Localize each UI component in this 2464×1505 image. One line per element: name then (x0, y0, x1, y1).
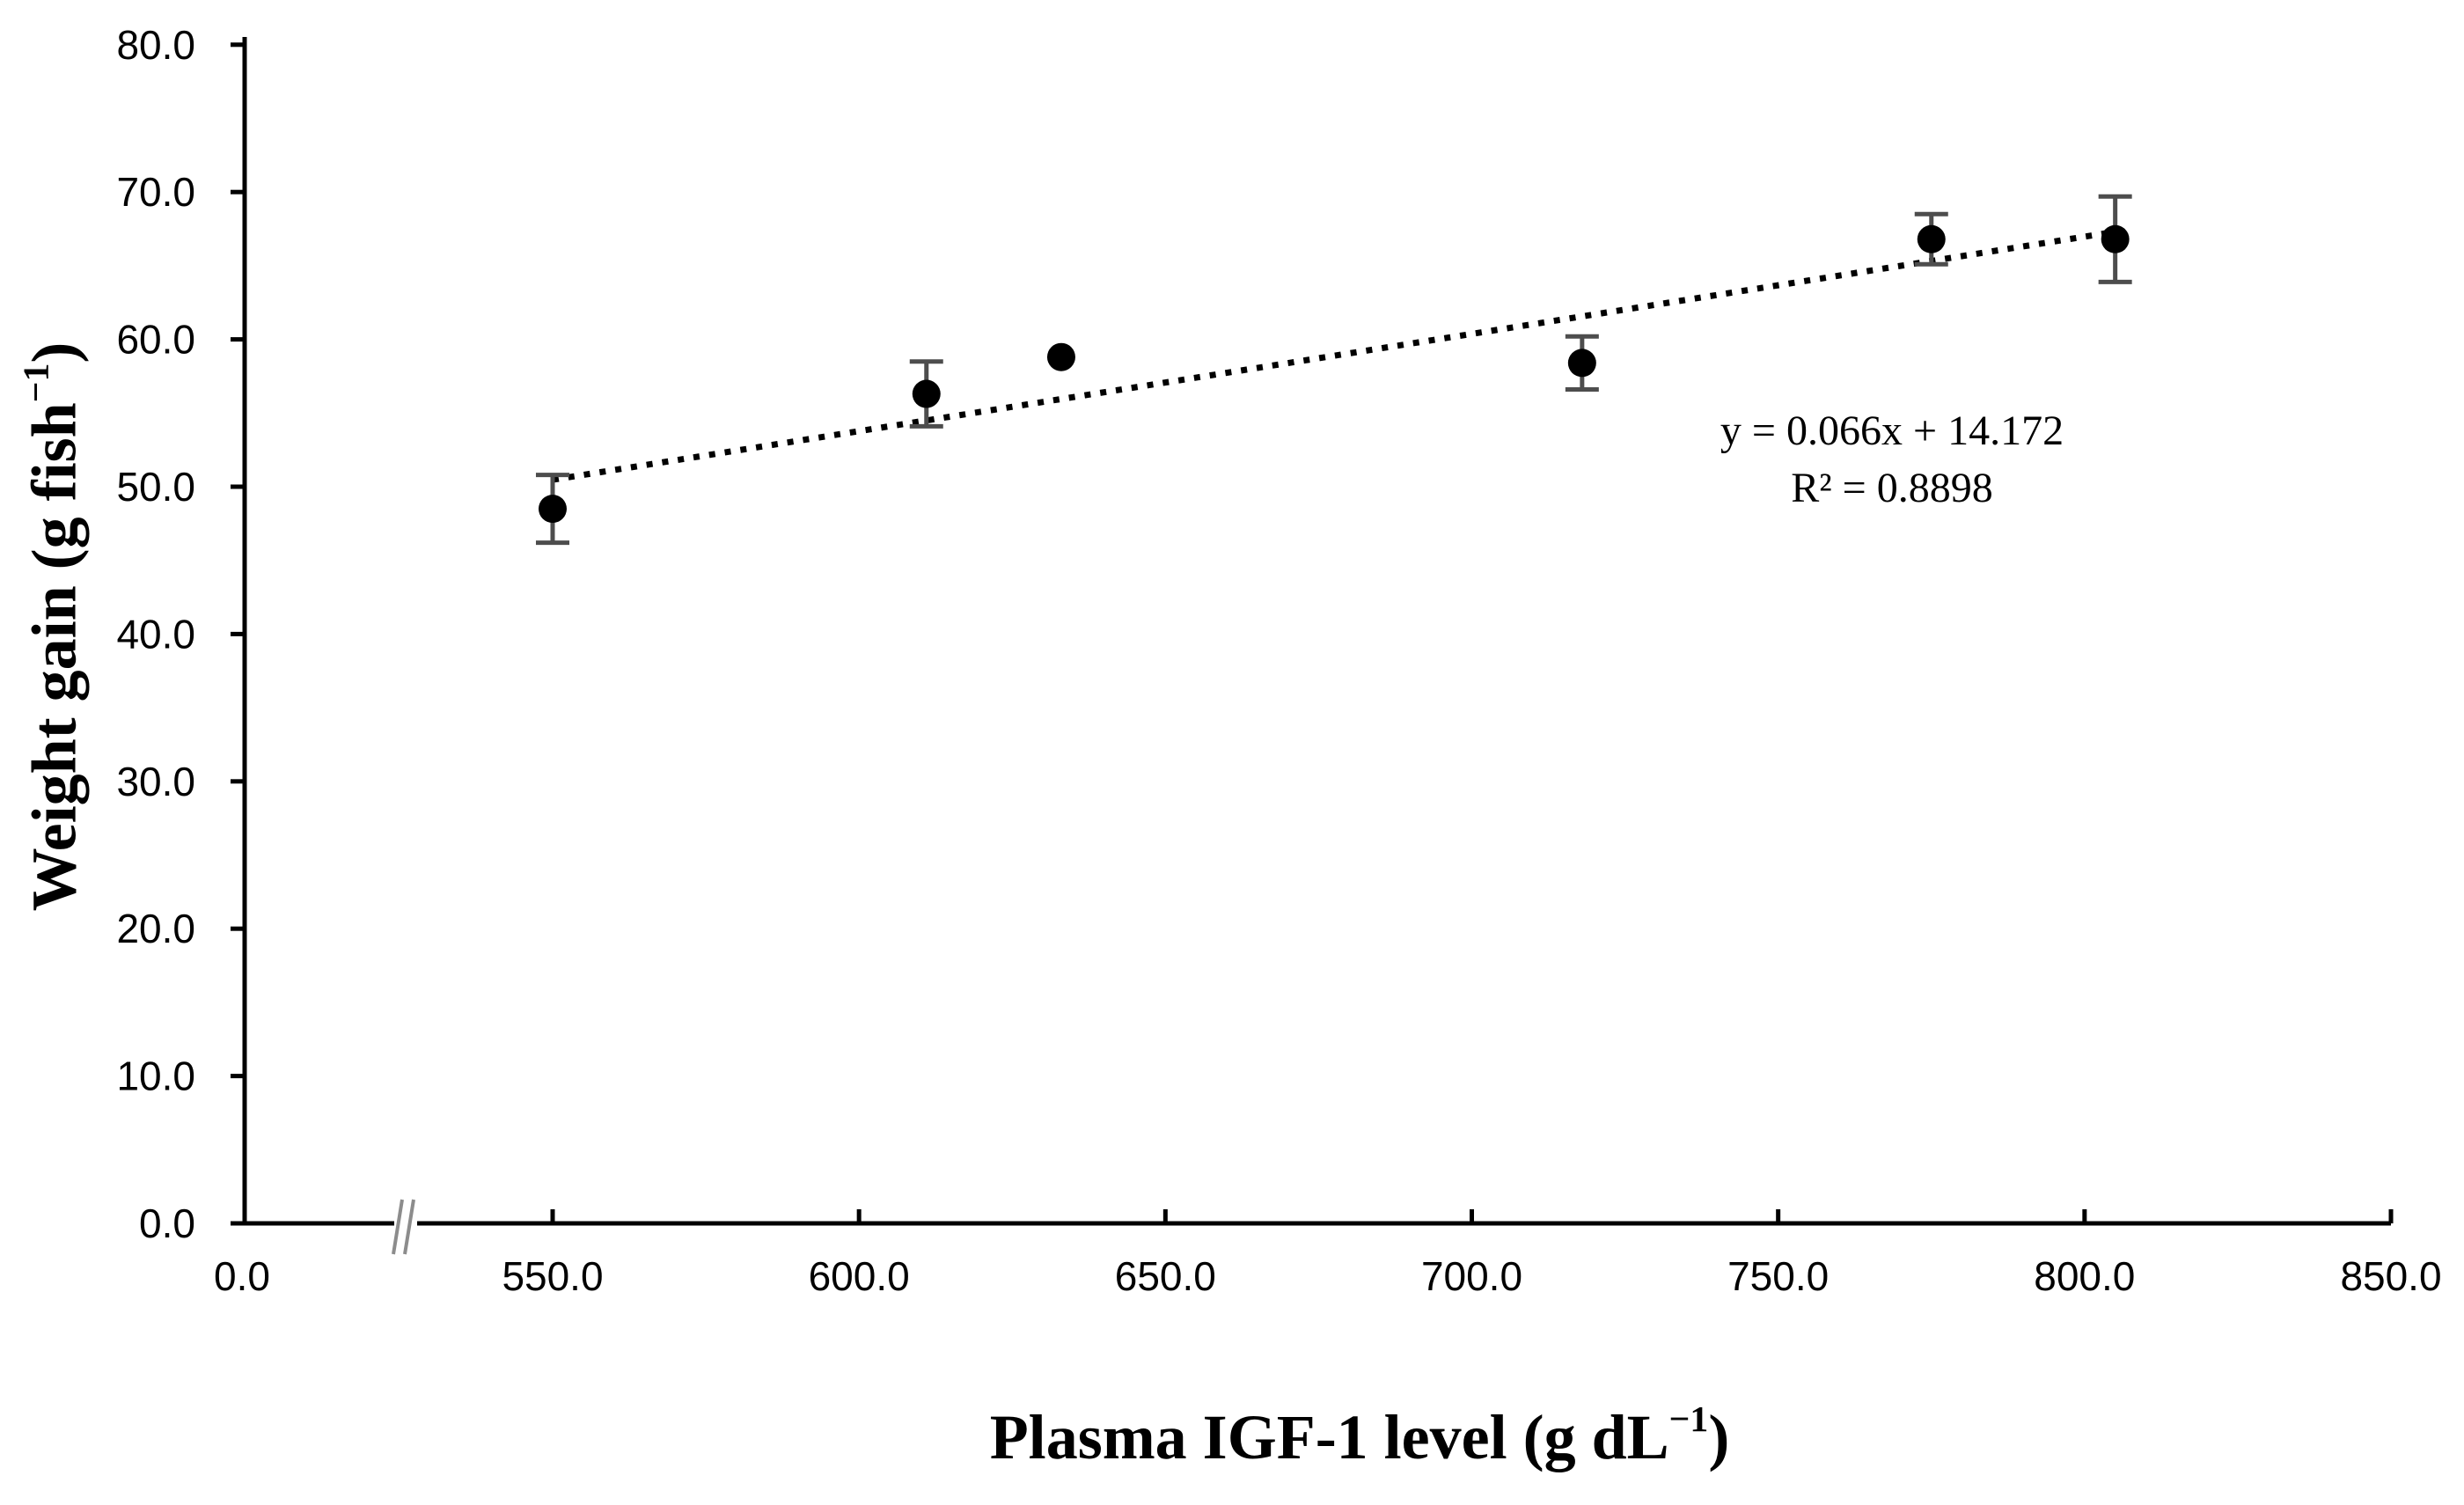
equation-text: y = 0.066x + 14.172 (1720, 407, 2064, 454)
data-point (1567, 349, 1596, 378)
y-axis-title: Weight gain (g fish−1) (16, 341, 92, 912)
y-tick-label: 50.0 (116, 464, 195, 510)
x-origin-label: 0.0 (214, 1253, 270, 1299)
y-tick-label: 60.0 (116, 317, 195, 363)
x-tick-label: 600.0 (809, 1253, 910, 1299)
y-tick-label: 0.0 (139, 1200, 195, 1246)
x-tick-label: 750.0 (1727, 1253, 1829, 1299)
data-point (1046, 342, 1075, 371)
y-axis-title-superscript: −1 (16, 363, 57, 403)
x-tick-label: 550.0 (502, 1253, 603, 1299)
trend-line (552, 228, 2116, 483)
y-axis-title-close: ) (18, 341, 90, 363)
x-axis-title-text: Plasma IGF-1 level (g dL (989, 1402, 1669, 1472)
x-axis-title: Plasma IGF-1 level (g dL−1) (989, 1399, 1730, 1474)
y-tick-label: 30.0 (116, 759, 195, 804)
data-point (539, 495, 567, 524)
axis-break-icon (392, 1199, 404, 1255)
data-point (912, 379, 941, 408)
r-squared-text: R² = 0.8898 (1791, 464, 1993, 511)
data-point (1917, 224, 1946, 253)
x-axis-title-close: ) (1708, 1402, 1730, 1472)
x-tick-label: 700.0 (1421, 1253, 1522, 1299)
y-tick-label: 70.0 (116, 169, 195, 215)
y-tick-label: 40.0 (116, 611, 195, 657)
x-tick-label: 650.0 (1115, 1253, 1216, 1299)
x-tick-label: 800.0 (2034, 1253, 2135, 1299)
axis-break-icon (403, 1199, 415, 1255)
y-axis-title-text: Weight gain (g fish (18, 402, 90, 912)
y-tick-label: 20.0 (116, 906, 195, 951)
y-tick-label: 10.0 (116, 1054, 195, 1099)
trendline-annotation: y = 0.066x + 14.172 R² = 0.8898 (1610, 403, 2174, 518)
x-tick-label: 850.0 (2340, 1253, 2441, 1299)
x-axis-title-superscript: −1 (1668, 1399, 1709, 1440)
y-tick-label: 80.0 (116, 22, 195, 68)
data-point (2101, 224, 2130, 253)
